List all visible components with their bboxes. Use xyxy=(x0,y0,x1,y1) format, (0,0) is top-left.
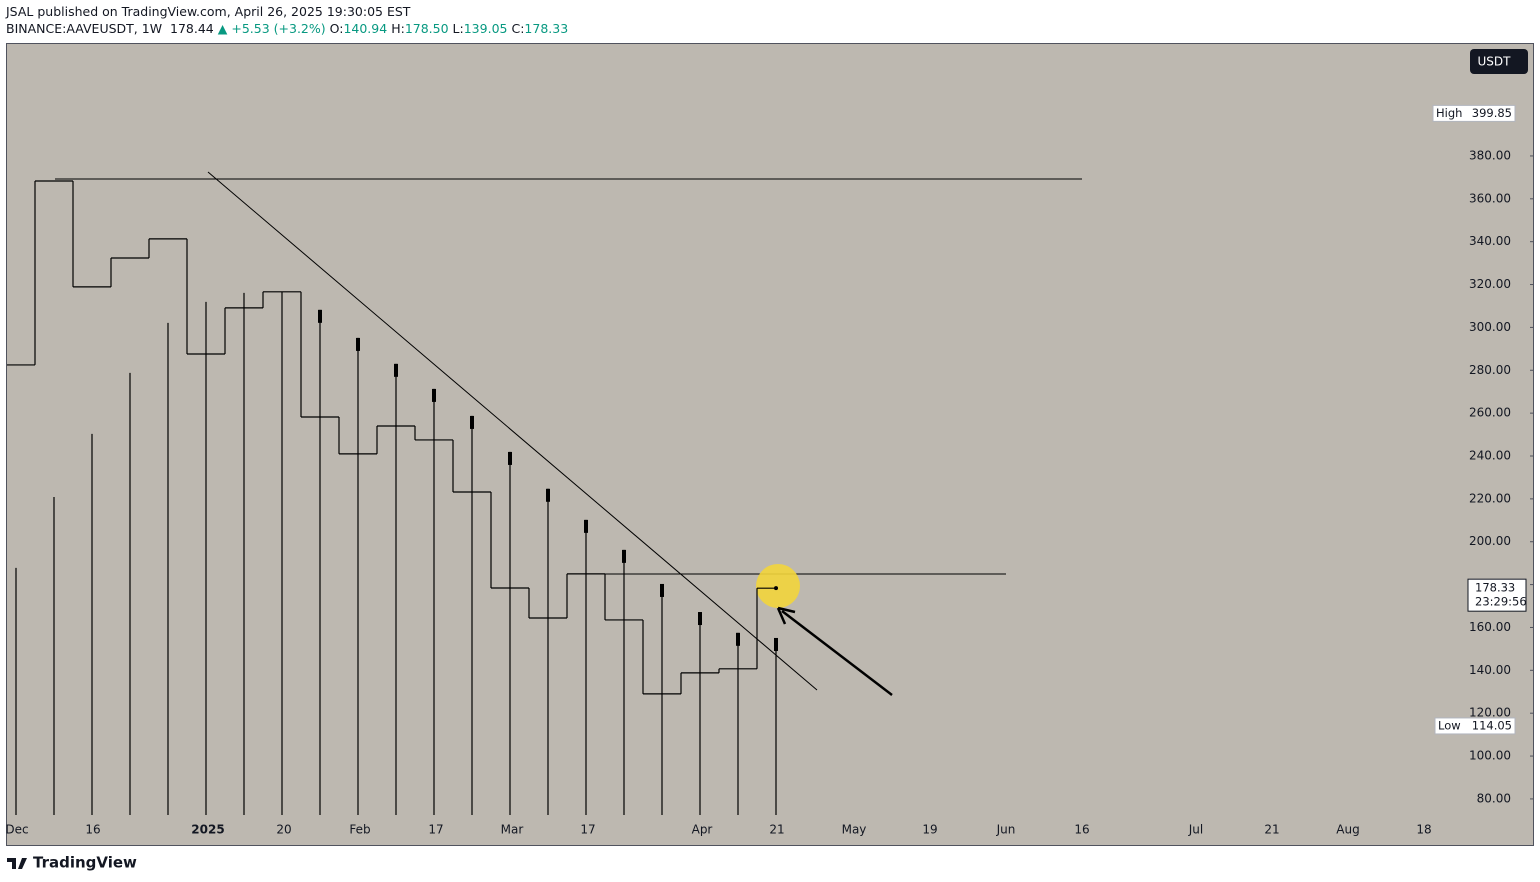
bar-cap xyxy=(394,363,398,377)
x-tick-label: 19 xyxy=(922,823,937,837)
c-label: C: xyxy=(511,21,525,36)
x-tick-label: Aug xyxy=(1336,823,1359,837)
x-tick-label: Jun xyxy=(996,823,1016,837)
bar-cap xyxy=(660,583,664,597)
arrow-shaft xyxy=(781,610,893,696)
highlight-circle xyxy=(756,564,800,608)
bar-cap xyxy=(356,337,360,351)
marks xyxy=(7,180,778,815)
y-tick-label: 80.00 xyxy=(1477,791,1511,805)
x-tick-label: Jul xyxy=(1188,823,1203,837)
y-tick-label: 160.00 xyxy=(1469,620,1511,634)
bar-cap xyxy=(546,488,550,502)
y-tick-label: 260.00 xyxy=(1469,406,1511,420)
open: 140.94 xyxy=(343,21,388,36)
x-tick-label: 16 xyxy=(1074,823,1089,837)
y-tick-label: 100.00 xyxy=(1469,749,1511,763)
low-tag-box xyxy=(1434,717,1516,735)
x-tick-label: Apr xyxy=(692,823,713,837)
brand: TradingView xyxy=(33,854,137,872)
x-tick-label: Mar xyxy=(501,823,524,837)
last-price: 178.44 xyxy=(170,21,214,36)
l-label: L: xyxy=(452,21,464,36)
x-tick-label: 20 xyxy=(276,823,291,837)
currency-button[interactable] xyxy=(1470,49,1528,74)
y-tick-label: 220.00 xyxy=(1469,491,1511,505)
y-tick-label: 300.00 xyxy=(1469,320,1511,334)
high-tag-label: High xyxy=(1436,106,1462,120)
y-tick-label: 140.00 xyxy=(1469,663,1511,677)
currency[interactable]: USDT xyxy=(1478,55,1512,69)
low-tag-label: Low xyxy=(1438,718,1461,732)
last-point xyxy=(774,586,778,591)
symbol: BINANCE:AAVEUSDT, 1W xyxy=(6,21,163,36)
price-tag-value: 178.33 xyxy=(1475,581,1515,595)
x-tick-label: 17 xyxy=(580,823,595,837)
x-tick-label: 17 xyxy=(428,823,443,837)
logo xyxy=(7,858,27,869)
high: 178.50 xyxy=(404,21,449,36)
published-line: JSAL published on TradingView.com, April… xyxy=(6,4,410,19)
high-tag-value: 399.85 xyxy=(1472,106,1512,120)
bar-cap xyxy=(470,415,474,429)
y-tick-label: 120.00 xyxy=(1469,706,1511,720)
bar-cap xyxy=(584,519,588,533)
close: 178.33 xyxy=(524,21,569,36)
o-label: O: xyxy=(329,21,344,36)
h-label: H: xyxy=(391,21,405,36)
arrow: ▲ xyxy=(217,21,228,36)
bar-cap xyxy=(736,632,740,646)
published: JSAL published on TradingView.com, April… xyxy=(6,4,411,19)
y-tick-label: 200.00 xyxy=(1469,534,1511,548)
x-tick-label: 16 xyxy=(85,823,100,837)
y-tick-label: 320.00 xyxy=(1469,277,1511,291)
low-tag-value: 114.05 xyxy=(1472,718,1512,732)
x-tick-label: Dec xyxy=(5,823,28,837)
bar-cap xyxy=(698,612,702,626)
bar-cap xyxy=(432,388,436,402)
x-tick-label: May xyxy=(842,823,867,837)
bar-cap xyxy=(508,451,512,465)
x-tick-label: 21 xyxy=(769,823,784,837)
y-tick-label: 360.00 xyxy=(1469,191,1511,205)
symbol-line: BINANCE:AAVEUSDT, 1W 178.44 ▲ +5.53 (+3.… xyxy=(6,21,568,36)
y-tick-label: 380.00 xyxy=(1469,148,1511,162)
high-tag-box xyxy=(1432,104,1516,122)
x-tick-label: 18 xyxy=(1416,823,1431,837)
x-tick-label: 2025 xyxy=(191,823,224,837)
y-tick-label: 240.00 xyxy=(1469,449,1511,463)
price-tag-countdown: 23:29:56 xyxy=(1475,595,1527,609)
bar-cap xyxy=(774,637,778,651)
bar-cap xyxy=(318,309,322,323)
arrow-head xyxy=(776,606,796,625)
pane xyxy=(6,43,1534,846)
y-tick-label: 280.00 xyxy=(1469,363,1511,377)
change: +5.53 (+3.2%) xyxy=(231,21,326,36)
x-tick-label: 21 xyxy=(1264,823,1279,837)
x-tick-label: Feb xyxy=(349,823,370,837)
price-tag-box xyxy=(1467,578,1527,612)
y-tick-label: 340.00 xyxy=(1469,234,1511,248)
low: 139.05 xyxy=(463,21,508,36)
trend-line xyxy=(207,171,818,691)
bar-cap xyxy=(622,549,626,563)
